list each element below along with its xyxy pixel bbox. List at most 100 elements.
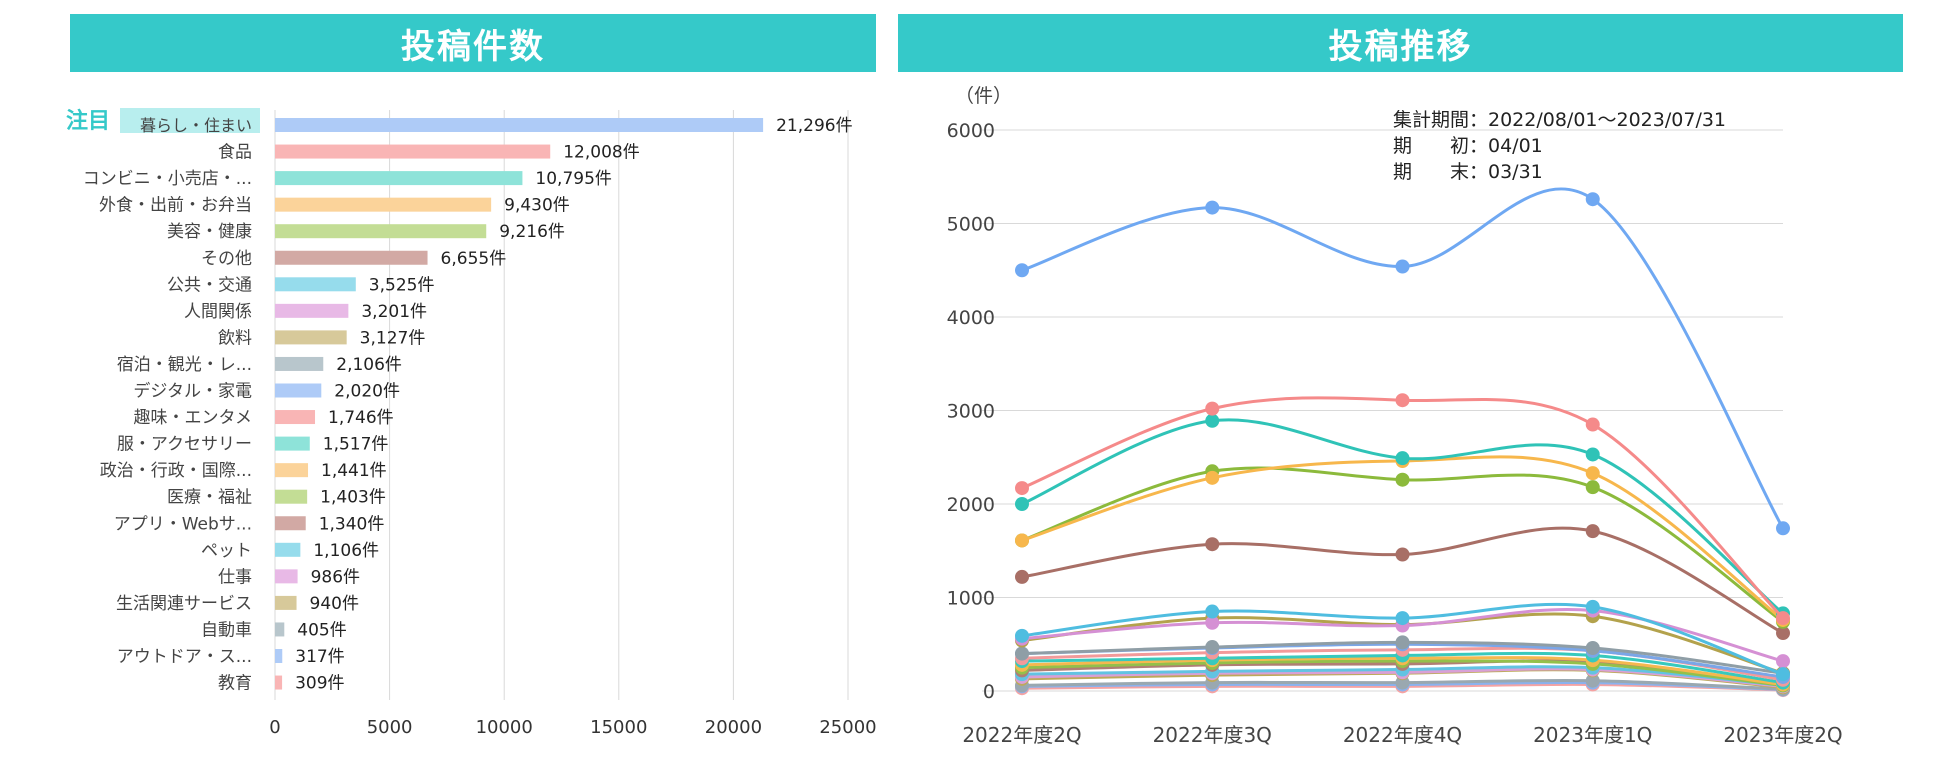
series-point <box>1015 628 1029 643</box>
series-point <box>1776 654 1790 669</box>
series-point <box>1585 466 1600 481</box>
focus-highlight <box>120 108 260 133</box>
bar-x-tick-label: 0 <box>269 717 280 738</box>
bar <box>275 197 492 212</box>
line-series-group <box>1015 599 1790 682</box>
line-x-tick-label: 2022年度2Q <box>962 723 1081 747</box>
series-point <box>1015 481 1029 496</box>
bar <box>275 171 523 186</box>
line-y-tick-label: 4000 <box>947 307 995 329</box>
series-point <box>1585 192 1600 207</box>
series-point <box>1585 447 1600 462</box>
bar-category-label: 教育 <box>218 674 252 694</box>
bar-x-tick-label: 25000 <box>819 717 876 738</box>
line-x-tick-label: 2022年度4Q <box>1343 723 1462 747</box>
bar <box>275 675 283 690</box>
bar <box>275 569 298 584</box>
bar <box>275 303 349 318</box>
series-point <box>1015 569 1029 584</box>
series-point <box>1585 480 1600 495</box>
line-y-tick-label: 1000 <box>947 588 995 610</box>
bar-value-label: 10,795件 <box>535 169 611 189</box>
series-point <box>1205 640 1220 655</box>
series-point <box>1776 521 1790 536</box>
annotation-end: 期 末：03/31 <box>1393 161 1543 183</box>
bar <box>275 649 283 663</box>
bar-value-label: 9,430件 <box>504 196 570 216</box>
bar-category-label: 公共・交通 <box>167 275 252 295</box>
bar-category-label: 美容・健康 <box>167 222 252 242</box>
period-annotations: 集計期間：2022/08/01～2023/07/31 期 初：04/01 期 末… <box>1393 109 1726 183</box>
bar-value-label: 1,340件 <box>319 514 385 534</box>
bar-category-label: その他 <box>201 249 252 269</box>
series-point <box>1395 393 1410 408</box>
bar-value-label: 1,746件 <box>328 408 394 428</box>
bar-category-label: 仕事 <box>218 567 252 587</box>
bar <box>275 595 297 610</box>
bar <box>275 622 285 637</box>
line-series <box>1015 187 1790 698</box>
bar-value-label: 986件 <box>311 567 360 587</box>
bar <box>275 436 310 451</box>
series-point <box>1585 673 1600 688</box>
series-point <box>1205 615 1220 630</box>
series-point <box>1585 599 1600 614</box>
bar-x-tick-label: 20000 <box>705 717 762 738</box>
line-y-tick-label: 5000 <box>947 214 995 236</box>
focus-label: 注目 <box>66 108 110 134</box>
bar-category-label: アウトドア・ス... <box>117 647 252 667</box>
bar <box>275 542 301 557</box>
bar-value-label: 3,525件 <box>369 275 435 295</box>
bar-category-label: デジタル・家電 <box>133 381 252 402</box>
bar <box>275 144 551 159</box>
bar-x-tick-label: 15000 <box>590 717 647 738</box>
bar <box>275 250 428 265</box>
bar-category-label: 人間関係 <box>184 302 252 322</box>
series-point <box>1205 200 1220 215</box>
bar <box>275 330 347 345</box>
line-series-group <box>1015 393 1790 626</box>
series-point <box>1015 646 1029 661</box>
line-x-tick-label: 2023年度1Q <box>1533 723 1652 747</box>
bar <box>275 277 356 292</box>
series-point <box>1205 470 1220 485</box>
bar-value-label: 2,106件 <box>336 355 402 375</box>
bar <box>275 489 308 504</box>
line-x-tick-label: 2022年度3Q <box>1153 723 1272 747</box>
bar-category-label: 飲料 <box>218 328 252 348</box>
bar-value-label: 1,106件 <box>313 541 379 561</box>
bar-category-label: ペット <box>201 541 252 561</box>
line-series-group <box>1015 187 1790 536</box>
bar <box>275 463 309 478</box>
bar-value-label: 6,655件 <box>441 249 507 269</box>
bar-value-label: 9,216件 <box>499 222 565 242</box>
bar-category-label: アプリ・Webサ... <box>114 514 252 534</box>
line-y-axis-label: （件） <box>955 85 1012 107</box>
line-y-tick-label: 0 <box>983 681 995 703</box>
bar-value-label: 1,517件 <box>323 435 389 455</box>
bar-category-label: 医療・福祉 <box>167 488 252 508</box>
series-point <box>1205 413 1220 428</box>
series-point <box>1776 667 1790 682</box>
bar-category-label: 趣味・エンタメ <box>134 408 253 428</box>
line-y-tick-label: 2000 <box>947 494 995 516</box>
bar-value-label: 3,201件 <box>361 302 427 322</box>
line-gridlines <box>982 129 1783 692</box>
series-point <box>1395 451 1410 466</box>
bar-category-label: 自動車 <box>201 620 252 640</box>
series-point <box>1015 263 1029 278</box>
series-point <box>1015 497 1029 511</box>
bar-value-label: 309件 <box>295 674 344 694</box>
bar <box>275 224 487 239</box>
series-point <box>1395 547 1410 562</box>
right-chart-title: 投稿推移 <box>898 14 1903 72</box>
bar-category-label: コンビニ・小売店・... <box>83 169 252 189</box>
bar-x-tick-label: 5000 <box>367 717 413 738</box>
bar <box>275 410 316 425</box>
bar-category-label: 政治・行政・国際... <box>100 461 252 481</box>
bar <box>275 118 764 132</box>
bar-value-label: 317件 <box>295 647 344 667</box>
series-point <box>1205 604 1220 619</box>
series-point <box>1395 472 1410 487</box>
